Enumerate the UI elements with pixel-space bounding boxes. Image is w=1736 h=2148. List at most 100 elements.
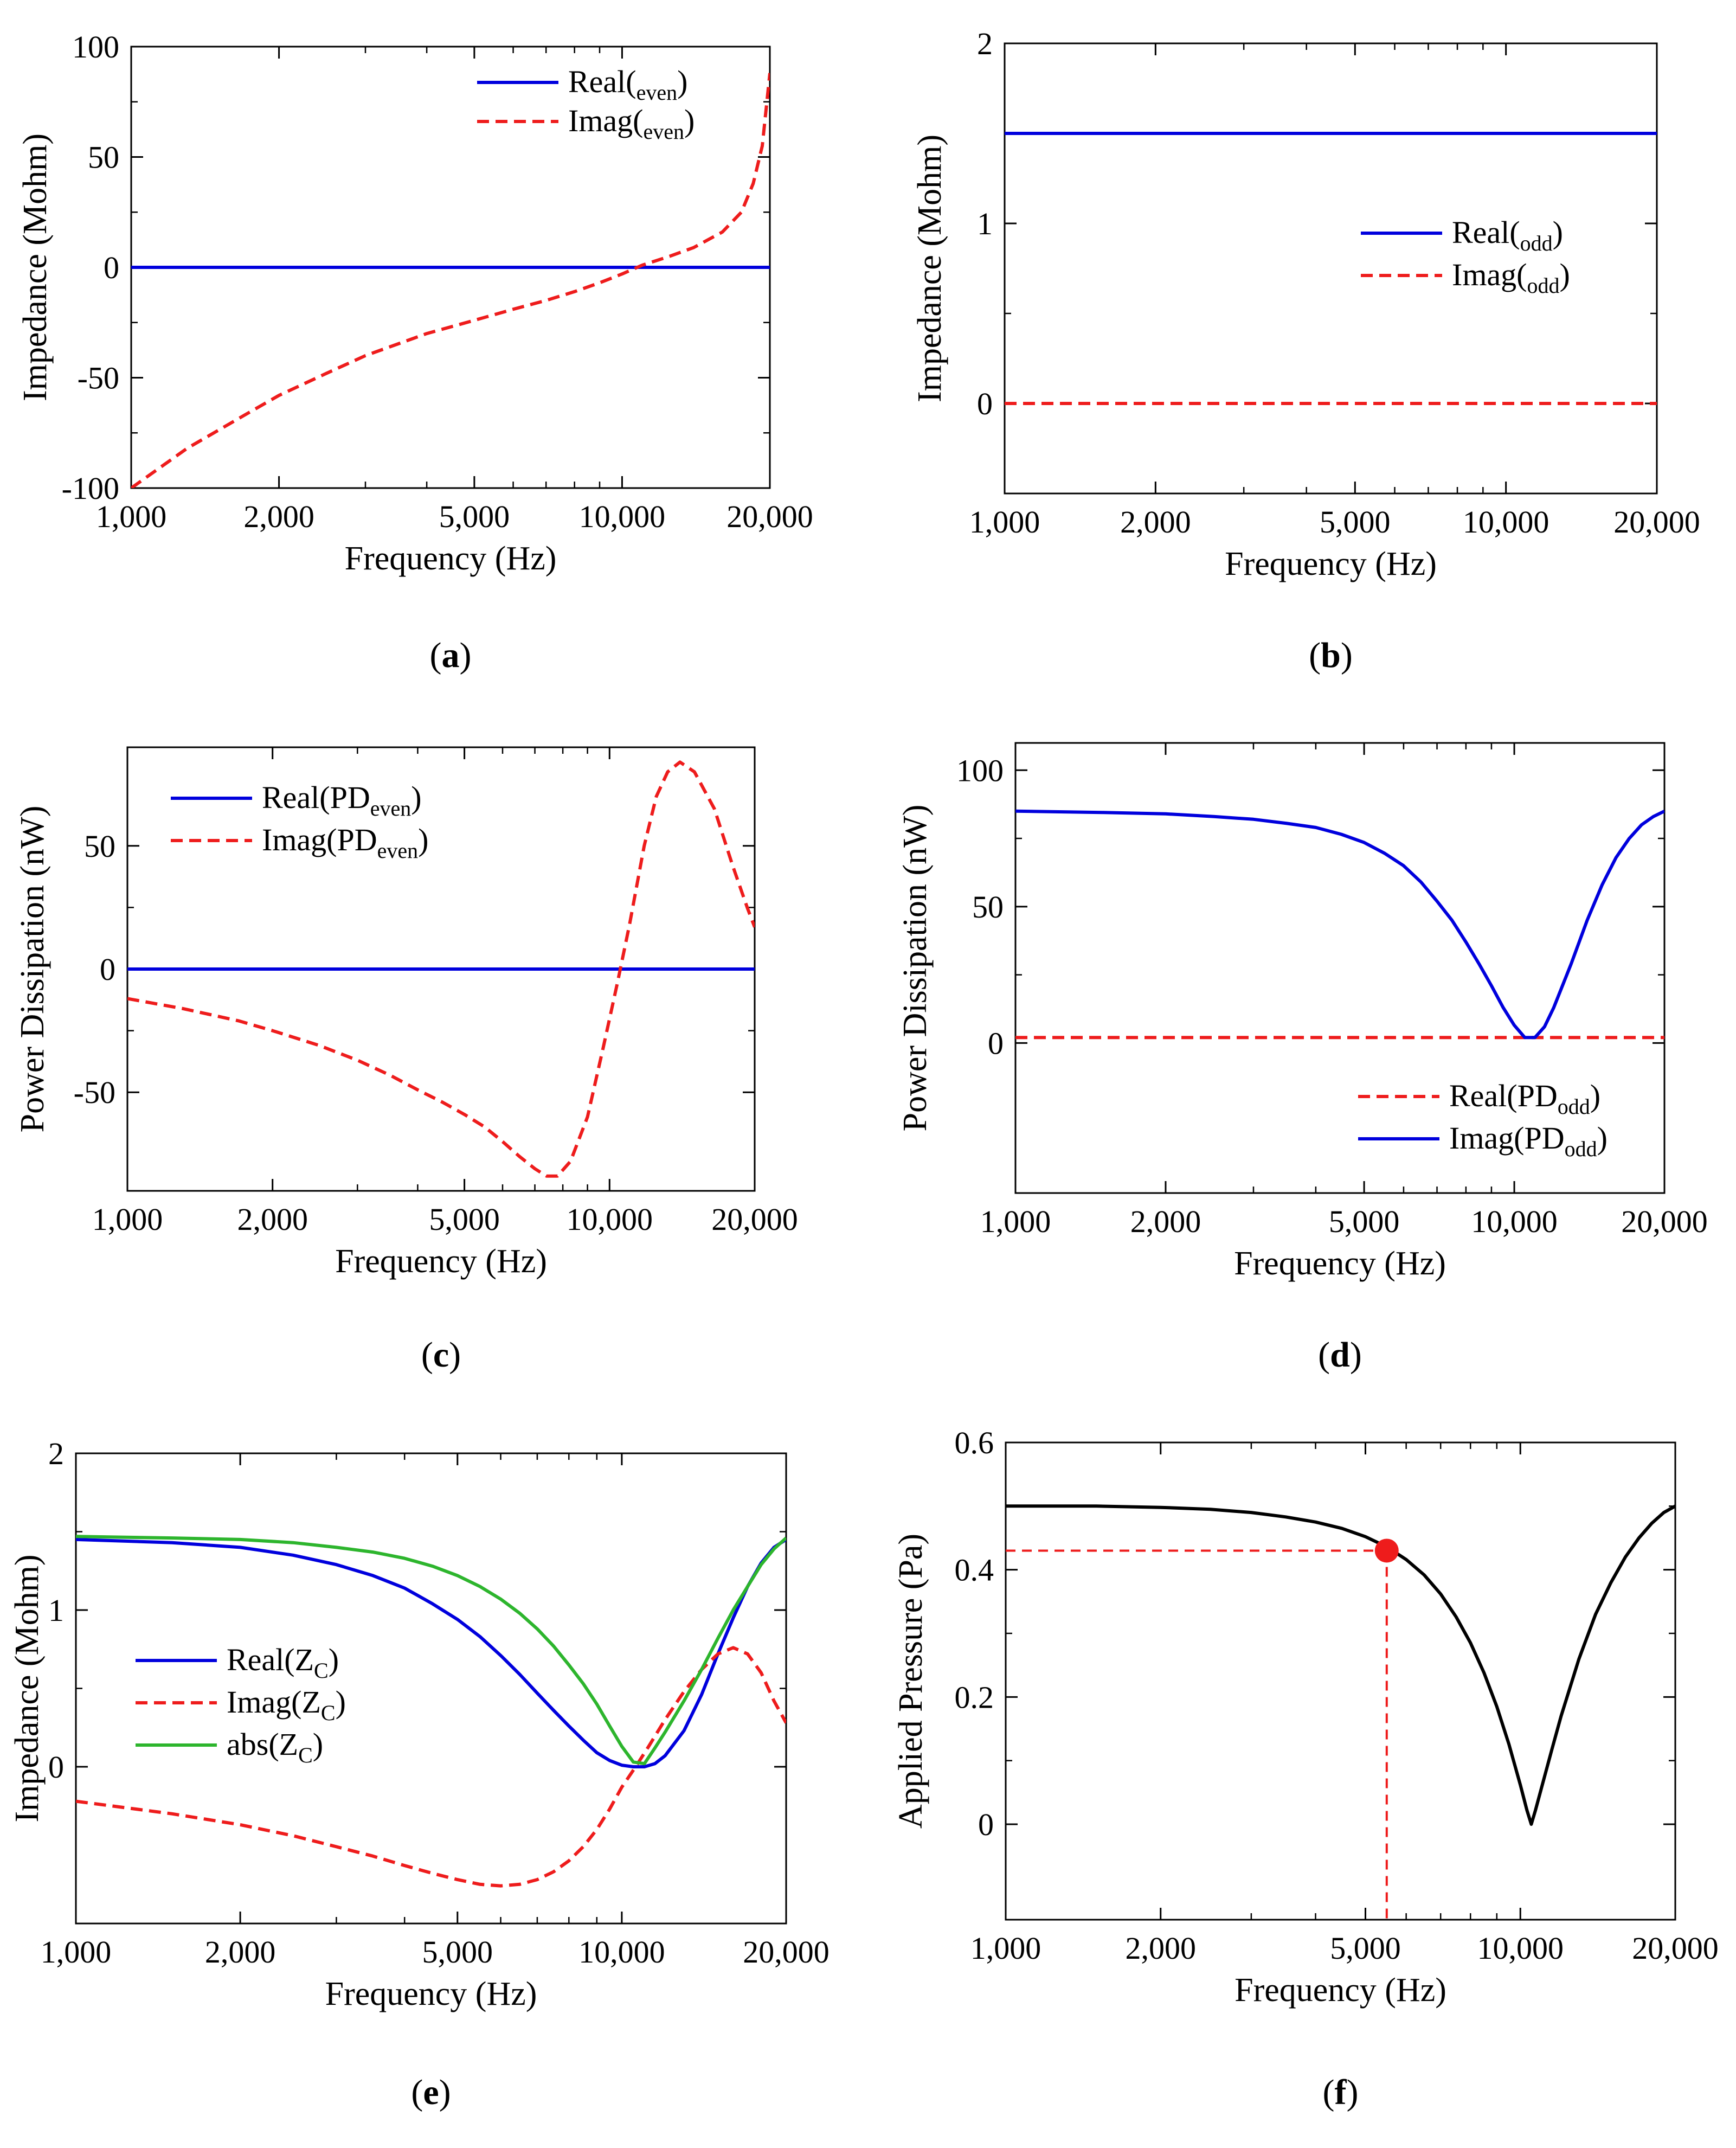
x-tick-label: 20,000 [726,499,813,534]
x-tick-label: 10,000 [1477,1931,1564,1966]
x-tick-label: 1,000 [96,499,167,534]
x-tick-label: 2,000 [1120,504,1191,540]
y-tick-label: 50 [88,140,119,175]
series-group [1005,132,1657,405]
panel-f: 1,000 2,000 5,000 10,000 20,000 0 0.2 0.4 0.6 Fre… [892,1425,1719,2112]
y-tick-label: 0 [100,952,115,987]
y-tick-label: 0.2 [955,1679,994,1715]
y-tick-label: 2 [977,26,993,61]
panel-c: 1,000 2,000 5,000 10,000 20,000 -50 0 50 Frequen… [14,746,798,1375]
y-tick-label: 0 [977,386,993,421]
y-tick-label: 0 [978,1807,994,1842]
x-tick-label: 10,000 [579,499,666,534]
x-tick-label: 2,000 [237,1202,308,1237]
x-axis-title: Frequency (Hz) [345,540,557,577]
y-tick-label: 50 [972,889,1004,925]
legend-entry: abs(ZC) [227,1727,323,1767]
y-tick-label: -100 [62,471,119,506]
series-line-Applied Pressure [1006,1504,1675,1826]
y-tick-label: -50 [78,361,119,396]
x-tick-label: 20,000 [1613,504,1700,540]
x-tick-label: 5,000 [1329,1204,1400,1239]
series-line-Imag(Z_even) [131,73,770,488]
y-axis-title: Power Dissipation (nW) [14,806,51,1133]
series-group [131,73,770,488]
x-tick-label: 5,000 [1330,1931,1401,1966]
panel-d: 1,000 2,000 5,000 10,000 20,000 0 50 100 Frequen… [897,742,1708,1375]
x-tick-label: 10,000 [1463,504,1549,540]
panel-caption: (e) [411,2073,451,2112]
x-tick-label: 2,000 [243,499,314,534]
x-tick-label: 10,000 [567,1202,653,1237]
panel-caption: (c) [421,1335,461,1375]
marker-point [1374,1538,1399,1563]
x-tick-label: 20,000 [743,1934,830,1970]
panel-caption: (a) [430,636,472,675]
x-tick-label: 5,000 [439,499,510,534]
legend-entry: Imag(odd) [1452,257,1570,298]
x-tick-label: 2,000 [205,1934,276,1970]
y-tick-label: 0.6 [955,1425,994,1460]
x-tick-label: 2,000 [1126,1931,1197,1966]
x-tick-label: 5,000 [429,1202,500,1237]
plot-frame-d [1014,742,1666,1194]
x-tick-label: 10,000 [1471,1204,1558,1239]
y-tick-label: 1 [48,1593,64,1628]
legend-entry: Imag(PDodd) [1449,1120,1608,1161]
legend-entry: Real(PDodd) [1449,1078,1600,1119]
series-group [1015,809,1664,1040]
series-line-Real(Z_C) [76,1537,786,1768]
x-tick-label: 1,000 [980,1204,1051,1239]
y-axis-title: Applied Pressure (Pa) [892,1534,929,1829]
plot-frame-e [75,1452,787,1925]
series-line-abs(Z_C) [76,1535,786,1766]
y-axis-title: Power Dissipation (nW) [897,805,934,1132]
legend-entry: Real(ZC) [227,1642,339,1683]
x-axis-title: Frequency (Hz) [335,1243,547,1280]
x-tick-label: 5,000 [1320,504,1391,540]
y-tick-label: 2 [48,1436,64,1471]
legend-entry: Imag(PDeven) [262,822,428,863]
y-tick-label: 1 [977,206,993,241]
y-tick-label: -50 [74,1075,115,1110]
x-tick-label: 20,000 [1621,1204,1708,1239]
x-tick-label: 1,000 [92,1202,163,1237]
panel-caption: (d) [1318,1335,1362,1375]
x-axis-title: Frequency (Hz) [325,1976,537,2012]
x-tick-label: 1,000 [41,1934,112,1970]
y-tick-label: 0 [48,1749,64,1785]
panel-b: 1,000 2,000 5,000 10,000 20,000 0 1 2 Frequency … [911,26,1700,675]
panel-e: 1,000 2,000 5,000 10,000 20,000 0 1 2 Frequency … [9,1436,830,2112]
y-tick-label: 0.4 [955,1553,994,1588]
panel-a: 1,000 2,000 5,000 10,000 20,000 -100 -50 0 50 100… [17,29,813,675]
x-tick-label: 5,000 [422,1934,493,1970]
legend-entry: Real(PDeven) [262,780,422,820]
x-axis-title: Frequency (Hz) [1235,1972,1446,2009]
y-tick-label: 50 [84,829,115,864]
y-tick-label: 0 [104,250,119,285]
series-group [76,1535,786,1888]
y-axis-title: Impedance (Mohm) [9,1554,46,1822]
x-tick-label: 10,000 [578,1934,665,1970]
y-axis-title: Impedance (Mohm) [911,134,948,402]
plot-frame-b [1004,42,1658,495]
legend-entry: Real(even) [568,64,687,105]
series-group [1006,1504,1675,1826]
y-tick-label: 100 [956,753,1004,788]
panel-caption: (f) [1323,2073,1359,2112]
y-tick-label: 100 [72,29,119,65]
panel-caption: (b) [1309,636,1353,675]
series-line-Imag(PD_even) [127,760,755,1178]
x-tick-label: 1,000 [969,504,1040,540]
series-line-Imag(Z_C) [76,1646,786,1888]
x-axis-title: Frequency (Hz) [1225,546,1437,582]
legend-entry: Imag(ZC) [227,1684,346,1725]
legend-entry: Imag(even) [568,103,695,144]
x-tick-label: 2,000 [1130,1204,1201,1239]
legend-entry: Real(odd) [1452,215,1563,255]
y-tick-label: 0 [988,1025,1004,1061]
x-tick-label: 1,000 [970,1931,1041,1966]
series-group [127,760,755,1178]
x-axis-title: Frequency (Hz) [1234,1245,1446,1282]
